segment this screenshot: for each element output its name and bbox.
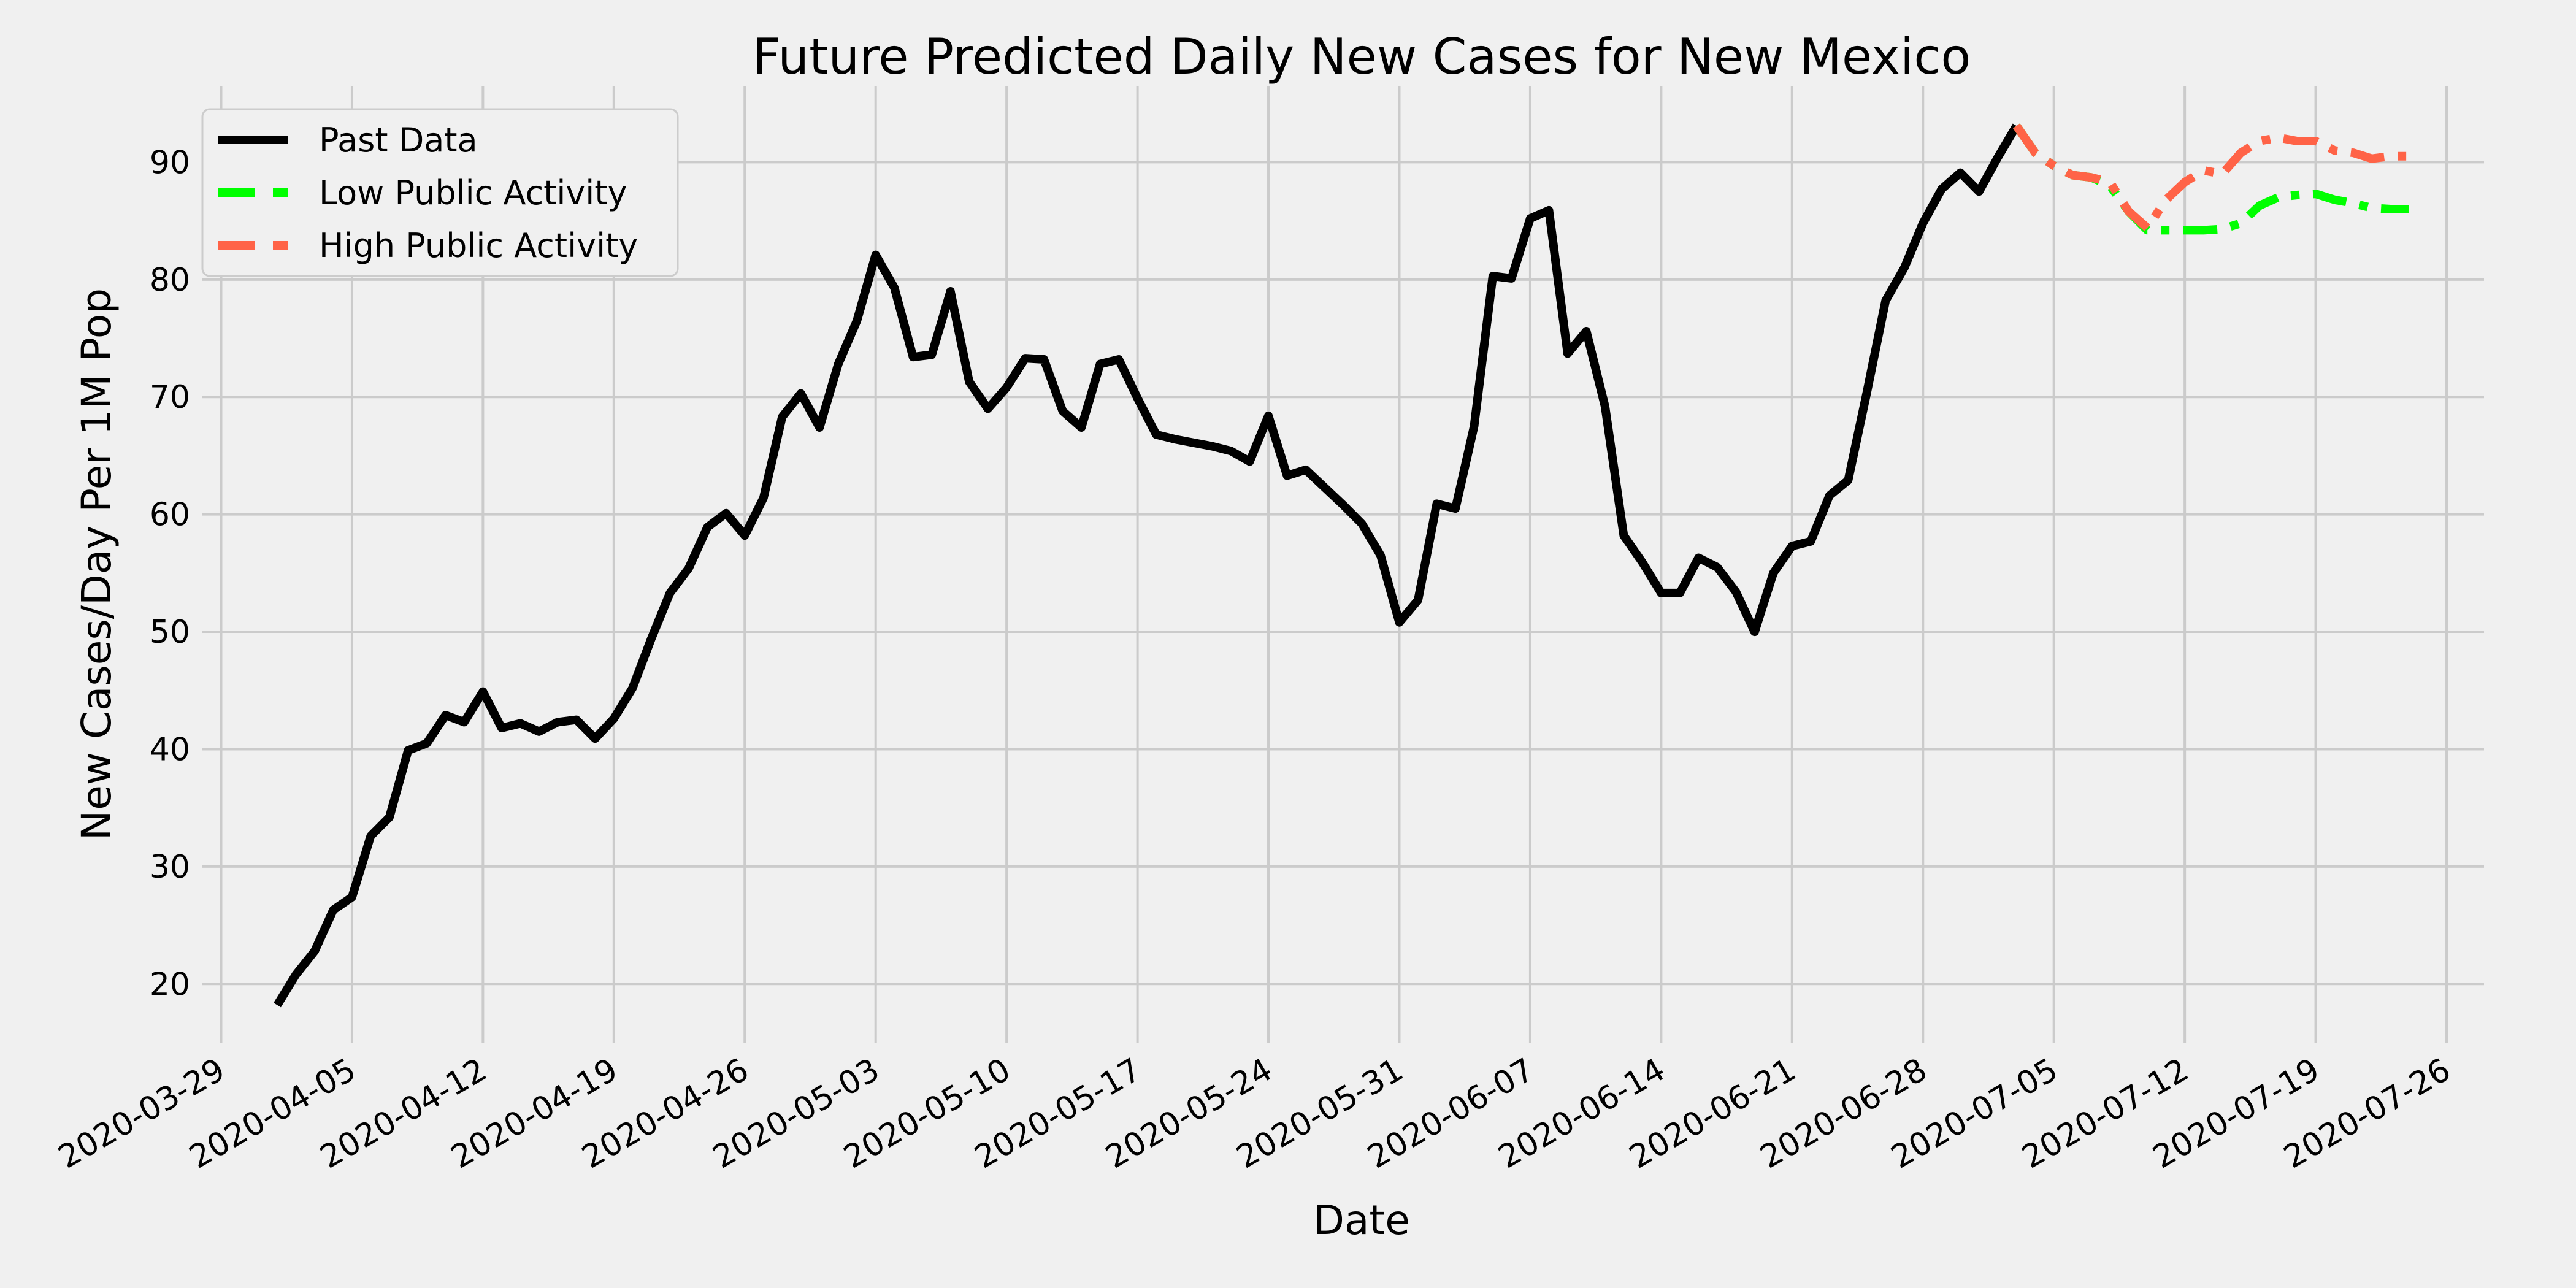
y-tick-label: 40 [150, 731, 190, 768]
y-tick-label: 20 [150, 966, 190, 1003]
y-tick-label: 90 [150, 144, 190, 181]
legend-frame [201, 108, 679, 277]
legend-label: Low Public Activity [319, 174, 627, 212]
x-axis-label: Date [1313, 1197, 1410, 1244]
legend: Past Data Low Public Activity High Public … [201, 108, 679, 277]
chart-title: Future Predicted Daily New Cases for New… [753, 28, 1971, 85]
y-tick-label: 60 [150, 497, 190, 534]
series-line-past-data [274, 123, 2020, 1008]
legend-label: High Public Activity [319, 226, 638, 265]
y-tick-label: 30 [150, 849, 190, 886]
y-axis-label: New Cases/Day Per 1M Pop [73, 288, 120, 840]
legend-label: Past Data [319, 121, 478, 159]
y-tick-label: 50 [150, 614, 190, 651]
series-lines [274, 123, 2409, 1008]
series-line-high-public-activity [2012, 123, 2409, 232]
y-tick-label: 70 [150, 379, 190, 416]
y-tick-label: 80 [150, 262, 190, 299]
